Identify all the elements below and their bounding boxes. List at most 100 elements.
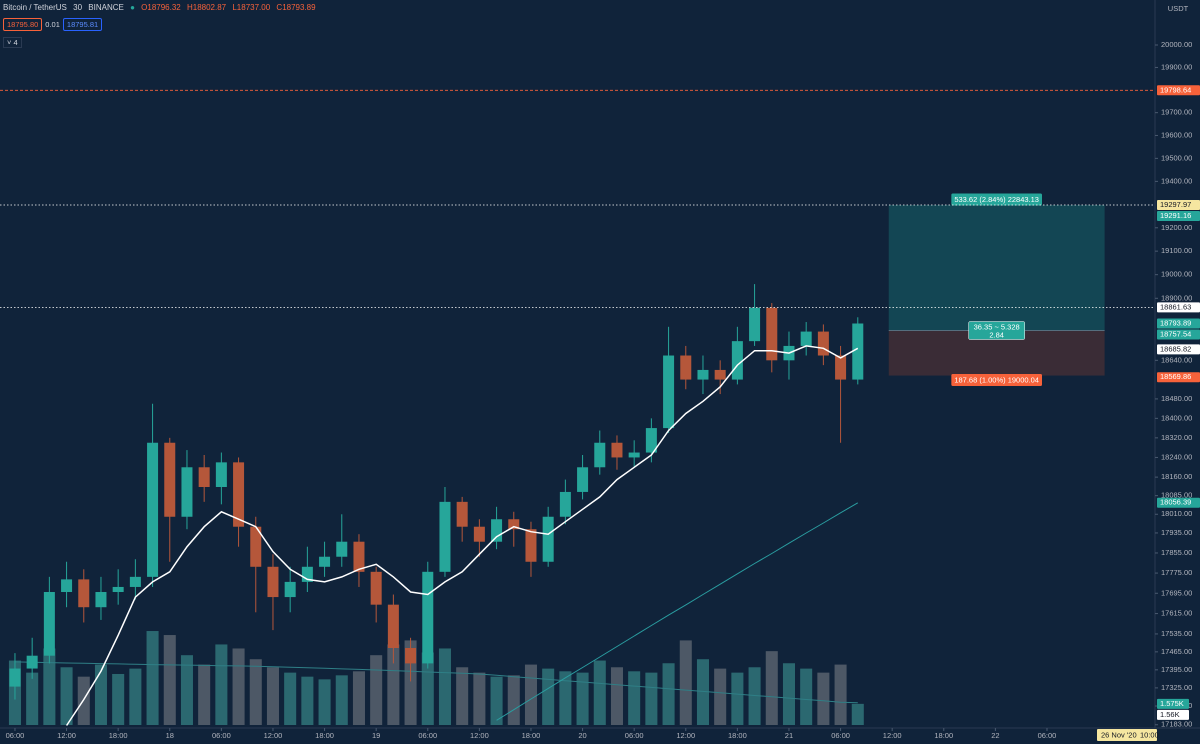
candle-body xyxy=(422,571,434,664)
y-tick-label: 17535.00 xyxy=(1161,629,1192,638)
volume-bar xyxy=(490,676,503,725)
candle-body xyxy=(215,462,227,488)
volume-bar xyxy=(249,659,262,725)
center-label: 36.35 ~ 5.328 xyxy=(974,323,1020,332)
y-tick-label: 19700.00 xyxy=(1161,108,1192,117)
sell-button[interactable]: 18795.80 xyxy=(3,18,43,31)
volume-bar xyxy=(524,664,537,725)
y-tick-label: 18640.00 xyxy=(1161,355,1192,364)
candle-body xyxy=(43,592,55,656)
y-tick-label: 19000.00 xyxy=(1161,270,1192,279)
candle-body xyxy=(577,467,589,492)
volume-bar xyxy=(163,635,176,725)
volume-bar xyxy=(60,667,73,725)
candle-body xyxy=(714,369,726,380)
indicators-toggle[interactable]: ˅ 4 xyxy=(3,37,22,48)
fast-ma-line xyxy=(65,345,859,726)
candle-body xyxy=(525,529,537,562)
volume-bar xyxy=(198,664,211,725)
y-tick-label: 17183.00 xyxy=(1161,720,1192,729)
candle-body xyxy=(370,571,382,605)
volume-bar xyxy=(112,673,125,725)
price-label: 19297.97 xyxy=(1160,200,1191,209)
y-tick-label: 18010.00 xyxy=(1161,509,1192,518)
price-label-bg xyxy=(1157,372,1200,383)
price-label-bg xyxy=(1157,302,1200,313)
y-tick-label: 19600.00 xyxy=(1161,130,1192,139)
y-tick-label: 18320.00 xyxy=(1161,433,1192,442)
candle-body xyxy=(749,307,761,342)
volume-bar xyxy=(301,676,314,725)
volume-bar xyxy=(26,672,39,725)
stop-label: 187.68 (1.00%) 19000.04 xyxy=(954,376,1039,385)
volume-bar xyxy=(266,667,279,725)
volume-bar xyxy=(284,672,297,725)
buy-button[interactable]: 18795.81 xyxy=(62,18,103,31)
price-label-bg xyxy=(1157,199,1200,210)
y-tick-label: 20000.00 xyxy=(1161,40,1192,49)
status-dot: ● xyxy=(130,3,135,12)
price-label: 18757.54 xyxy=(1160,329,1191,338)
volume-bar xyxy=(232,648,245,725)
volume-label-bg xyxy=(1157,698,1189,709)
y-tick-label: 19200.00 xyxy=(1161,223,1192,232)
y-tick-label: 17695.00 xyxy=(1161,588,1192,597)
volume-bar xyxy=(834,664,847,725)
slow-ma-line xyxy=(496,502,859,721)
price-label-bg xyxy=(1157,329,1200,340)
volume-bar xyxy=(146,631,159,725)
candle-body xyxy=(9,668,21,687)
candle-body xyxy=(112,586,124,593)
price-label: 19798.64 xyxy=(1160,85,1191,94)
exchange: BINANCE xyxy=(88,3,124,12)
volume-bar xyxy=(645,672,658,725)
volume-bar xyxy=(851,703,864,725)
cursor-time: 10:00 xyxy=(1140,730,1159,739)
y-tick-label: 18480.00 xyxy=(1161,394,1192,403)
volume-bar xyxy=(421,652,434,725)
interval[interactable]: 30 xyxy=(73,3,83,12)
x-tick-label: 18:00 xyxy=(934,731,953,740)
ohlc-close: C18793.89 xyxy=(276,3,316,12)
candle-body xyxy=(559,491,571,517)
volume-bar xyxy=(473,672,486,725)
stop-label-bg xyxy=(951,374,1042,387)
volume-bar xyxy=(765,651,778,725)
volume-bar xyxy=(610,667,623,725)
y-tick-label: 17465.00 xyxy=(1161,647,1192,656)
y-tick-label: 17935.00 xyxy=(1161,528,1192,537)
x-tick-label: 06:00 xyxy=(6,731,25,740)
candle-body xyxy=(61,579,73,593)
x-tick-label: 21 xyxy=(785,731,793,740)
target-zone xyxy=(888,204,1105,331)
volume-ma-line xyxy=(14,661,858,704)
volume-bar xyxy=(662,663,675,725)
candle-body xyxy=(645,428,657,453)
candle-body xyxy=(405,648,417,664)
volume-bar xyxy=(335,675,348,725)
volume-bar xyxy=(318,679,331,725)
y-tick-label: 19900.00 xyxy=(1161,62,1192,71)
spread: 0.01 xyxy=(45,20,60,29)
price-label: 18056.39 xyxy=(1160,498,1191,507)
price-label: 19291.16 xyxy=(1160,211,1191,220)
price-label: 18793.89 xyxy=(1160,318,1191,327)
volume-bar xyxy=(731,672,744,725)
plot-area: 533.62 (2.84%) 22843.13 187.68 (1.00%) 19… xyxy=(0,89,1155,726)
x-tick-label: 12:00 xyxy=(883,731,902,740)
price-label: 18861.63 xyxy=(1160,302,1191,311)
candle-body xyxy=(26,655,38,669)
volume-bar xyxy=(559,671,572,725)
price-label: 18569.86 xyxy=(1160,372,1191,381)
x-tick-label: 20 xyxy=(578,731,586,740)
x-tick-label: 18:00 xyxy=(522,731,541,740)
candle-body xyxy=(387,604,399,649)
candle-body xyxy=(250,526,262,567)
volume-bar xyxy=(542,668,555,725)
volume-bar xyxy=(748,667,761,725)
y-tick-label: 19400.00 xyxy=(1161,176,1192,185)
volume-bar xyxy=(438,648,451,725)
price-label-bg xyxy=(1157,497,1200,508)
